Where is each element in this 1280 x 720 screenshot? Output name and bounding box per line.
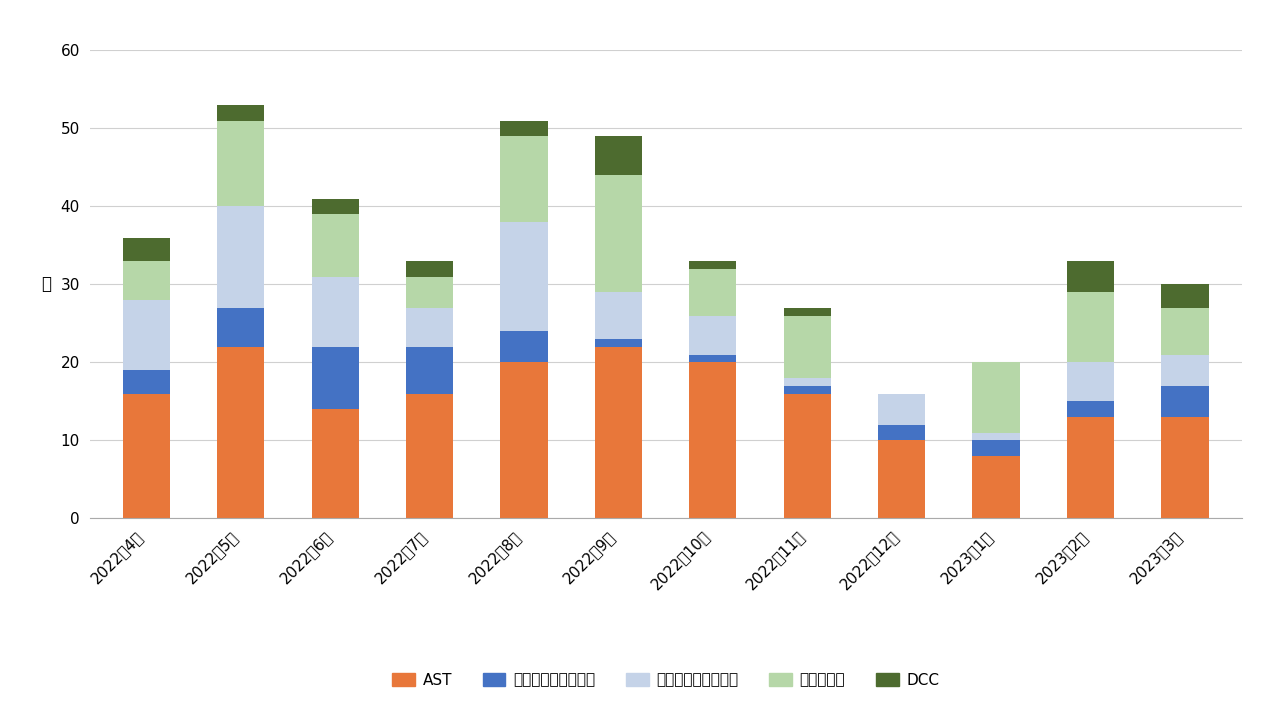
Bar xyxy=(500,136,548,222)
Bar xyxy=(1161,284,1208,307)
Bar xyxy=(689,315,736,355)
Bar xyxy=(595,339,643,347)
Bar xyxy=(1161,308,1208,355)
Bar xyxy=(123,261,170,300)
Bar xyxy=(783,378,831,386)
Bar xyxy=(1068,362,1114,401)
Bar xyxy=(783,394,831,518)
Bar xyxy=(218,307,264,347)
Bar xyxy=(973,433,1020,441)
Bar xyxy=(783,308,831,315)
Bar xyxy=(406,394,453,518)
Bar xyxy=(123,370,170,394)
Bar xyxy=(1068,292,1114,362)
Bar xyxy=(406,261,453,276)
Bar xyxy=(973,362,1020,433)
Bar xyxy=(783,315,831,378)
Bar xyxy=(123,394,170,518)
Legend: AST, 支援なし・分類不能, 支援なし・特定要因, コンサルト, DCC: AST, 支援なし・分類不能, 支援なし・特定要因, コンサルト, DCC xyxy=(385,667,946,694)
Bar xyxy=(1068,417,1114,518)
Bar xyxy=(689,362,736,518)
Bar xyxy=(311,409,358,518)
Bar xyxy=(973,456,1020,518)
Bar xyxy=(595,292,643,339)
Bar xyxy=(218,105,264,120)
Bar xyxy=(311,199,358,215)
Bar xyxy=(311,215,358,276)
Bar xyxy=(1161,354,1208,386)
Bar xyxy=(595,175,643,292)
Bar xyxy=(1161,386,1208,417)
Bar xyxy=(406,276,453,307)
Bar xyxy=(595,347,643,518)
Bar xyxy=(500,222,548,331)
Bar xyxy=(1068,261,1114,292)
Bar xyxy=(1068,401,1114,417)
Bar xyxy=(218,207,264,307)
Bar xyxy=(595,136,643,175)
Bar xyxy=(406,307,453,347)
Bar xyxy=(500,362,548,518)
Bar xyxy=(689,269,736,315)
Bar xyxy=(783,386,831,394)
Y-axis label: 件: 件 xyxy=(42,275,51,294)
Bar xyxy=(689,261,736,269)
Bar xyxy=(123,238,170,261)
Bar xyxy=(973,441,1020,456)
Bar xyxy=(1161,417,1208,518)
Bar xyxy=(218,347,264,518)
Bar xyxy=(500,331,548,362)
Bar xyxy=(123,300,170,370)
Bar xyxy=(689,354,736,362)
Bar xyxy=(218,120,264,207)
Bar xyxy=(311,347,358,409)
Bar xyxy=(878,441,925,518)
Bar xyxy=(311,276,358,347)
Bar xyxy=(500,120,548,136)
Bar xyxy=(406,347,453,394)
Bar xyxy=(878,394,925,425)
Bar xyxy=(878,425,925,441)
